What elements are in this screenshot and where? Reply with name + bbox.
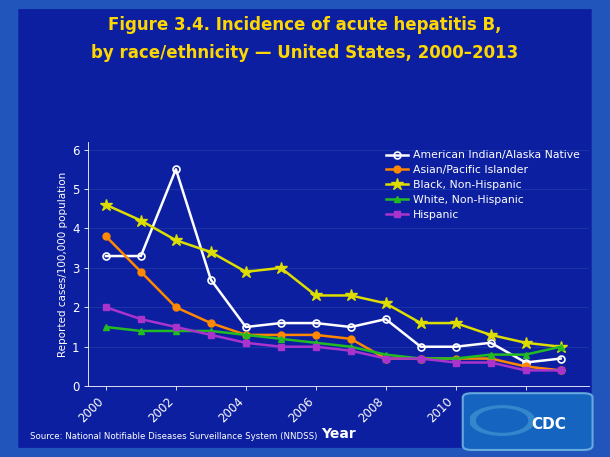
- American Indian/Alaska Native: [207, 277, 215, 282]
- Asian/Pacific Islander: [382, 356, 389, 361]
- Asian/Pacific Islander: [557, 367, 564, 373]
- American Indian/Alaska Native: [522, 360, 529, 365]
- Black, Non-Hispanic: [172, 238, 179, 243]
- X-axis label: Year: Year: [321, 427, 356, 441]
- Asian/Pacific Islander: [312, 332, 320, 338]
- Text: CDC: CDC: [531, 417, 566, 432]
- Line: American Indian/Alaska Native: American Indian/Alaska Native: [102, 166, 564, 366]
- White, Non-Hispanic: [207, 328, 215, 334]
- Asian/Pacific Islander: [137, 269, 145, 275]
- Hispanic: [522, 367, 529, 373]
- Circle shape: [476, 409, 528, 432]
- White, Non-Hispanic: [487, 352, 494, 357]
- Asian/Pacific Islander: [207, 320, 215, 326]
- Asian/Pacific Islander: [417, 356, 425, 361]
- White, Non-Hispanic: [557, 344, 564, 350]
- Asian/Pacific Islander: [242, 332, 249, 338]
- Hispanic: [277, 344, 284, 350]
- White, Non-Hispanic: [242, 332, 249, 338]
- Hispanic: [452, 360, 459, 365]
- Black, Non-Hispanic: [417, 320, 425, 326]
- American Indian/Alaska Native: [137, 253, 145, 259]
- American Indian/Alaska Native: [102, 253, 110, 259]
- American Indian/Alaska Native: [242, 324, 249, 330]
- Asian/Pacific Islander: [347, 336, 354, 341]
- Asian/Pacific Islander: [277, 332, 284, 338]
- Asian/Pacific Islander: [102, 234, 110, 239]
- Hispanic: [382, 356, 389, 361]
- Asian/Pacific Islander: [522, 364, 529, 369]
- Hispanic: [137, 316, 145, 322]
- Asian/Pacific Islander: [452, 356, 459, 361]
- American Indian/Alaska Native: [277, 320, 284, 326]
- American Indian/Alaska Native: [347, 324, 354, 330]
- Hispanic: [312, 344, 320, 350]
- Hispanic: [347, 348, 354, 353]
- Line: Black, Non-Hispanic: Black, Non-Hispanic: [99, 198, 567, 353]
- Black, Non-Hispanic: [277, 265, 284, 271]
- Text: Source: National Notifiable Diseases Surveillance System (NNDSS): Source: National Notifiable Diseases Sur…: [30, 432, 318, 441]
- Line: Asian/Pacific Islander: Asian/Pacific Islander: [102, 233, 564, 374]
- Circle shape: [470, 406, 534, 435]
- White, Non-Hispanic: [417, 356, 425, 361]
- American Indian/Alaska Native: [417, 344, 425, 350]
- Hispanic: [242, 340, 249, 345]
- Black, Non-Hispanic: [102, 202, 110, 207]
- American Indian/Alaska Native: [452, 344, 459, 350]
- White, Non-Hispanic: [102, 324, 110, 330]
- FancyBboxPatch shape: [463, 393, 592, 450]
- White, Non-Hispanic: [347, 344, 354, 350]
- Y-axis label: Reported cases/100,000 population: Reported cases/100,000 population: [58, 171, 68, 356]
- American Indian/Alaska Native: [557, 356, 564, 361]
- Black, Non-Hispanic: [242, 269, 249, 275]
- Asian/Pacific Islander: [487, 356, 494, 361]
- Black, Non-Hispanic: [522, 340, 529, 345]
- Text: Figure 3.4. Incidence of acute hepatitis B,: Figure 3.4. Incidence of acute hepatitis…: [108, 16, 502, 34]
- American Indian/Alaska Native: [487, 340, 494, 345]
- White, Non-Hispanic: [452, 356, 459, 361]
- Hispanic: [487, 360, 494, 365]
- Black, Non-Hispanic: [347, 293, 354, 298]
- Line: White, Non-Hispanic: White, Non-Hispanic: [102, 324, 564, 362]
- Black, Non-Hispanic: [137, 218, 145, 223]
- Black, Non-Hispanic: [312, 293, 320, 298]
- Hispanic: [557, 367, 564, 373]
- White, Non-Hispanic: [172, 328, 179, 334]
- FancyBboxPatch shape: [18, 9, 592, 448]
- Hispanic: [207, 332, 215, 338]
- White, Non-Hispanic: [382, 352, 389, 357]
- White, Non-Hispanic: [312, 340, 320, 345]
- Hispanic: [417, 356, 425, 361]
- American Indian/Alaska Native: [172, 166, 179, 172]
- Black, Non-Hispanic: [207, 250, 215, 255]
- Black, Non-Hispanic: [487, 332, 494, 338]
- White, Non-Hispanic: [137, 328, 145, 334]
- Legend: American Indian/Alaska Native, Asian/Pacific Islander, Black, Non-Hispanic, Whit: American Indian/Alaska Native, Asian/Pac…: [383, 147, 583, 223]
- White, Non-Hispanic: [522, 352, 529, 357]
- Hispanic: [172, 324, 179, 330]
- Text: by race/ethnicity — United States, 2000–2013: by race/ethnicity — United States, 2000–…: [92, 43, 518, 62]
- Asian/Pacific Islander: [172, 304, 179, 310]
- Black, Non-Hispanic: [557, 344, 564, 350]
- Line: Hispanic: Hispanic: [102, 304, 564, 374]
- Black, Non-Hispanic: [382, 301, 389, 306]
- Black, Non-Hispanic: [452, 320, 459, 326]
- Hispanic: [102, 304, 110, 310]
- American Indian/Alaska Native: [312, 320, 320, 326]
- White, Non-Hispanic: [277, 336, 284, 341]
- American Indian/Alaska Native: [382, 316, 389, 322]
